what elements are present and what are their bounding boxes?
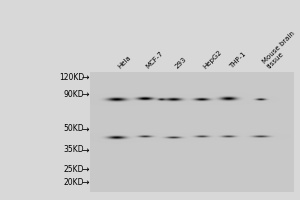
- Text: 90KD: 90KD: [63, 90, 84, 99]
- Text: 293: 293: [174, 56, 187, 70]
- Text: HepG2: HepG2: [202, 49, 223, 70]
- Text: →: →: [81, 124, 88, 133]
- Text: →: →: [81, 90, 88, 99]
- Text: Mouse brain
tissue: Mouse brain tissue: [261, 30, 300, 70]
- Text: MCF-7: MCF-7: [145, 50, 165, 70]
- Text: →: →: [81, 145, 88, 154]
- Text: →: →: [81, 165, 88, 174]
- Text: 20KD: 20KD: [64, 178, 84, 187]
- Text: 25KD: 25KD: [64, 165, 84, 174]
- Text: →: →: [81, 73, 88, 82]
- Text: Hela: Hela: [116, 55, 132, 70]
- Text: 35KD: 35KD: [63, 145, 84, 154]
- Text: THP-1: THP-1: [229, 51, 247, 70]
- Text: →: →: [81, 178, 88, 187]
- Text: 120KD: 120KD: [59, 73, 84, 82]
- Text: 50KD: 50KD: [63, 124, 84, 133]
